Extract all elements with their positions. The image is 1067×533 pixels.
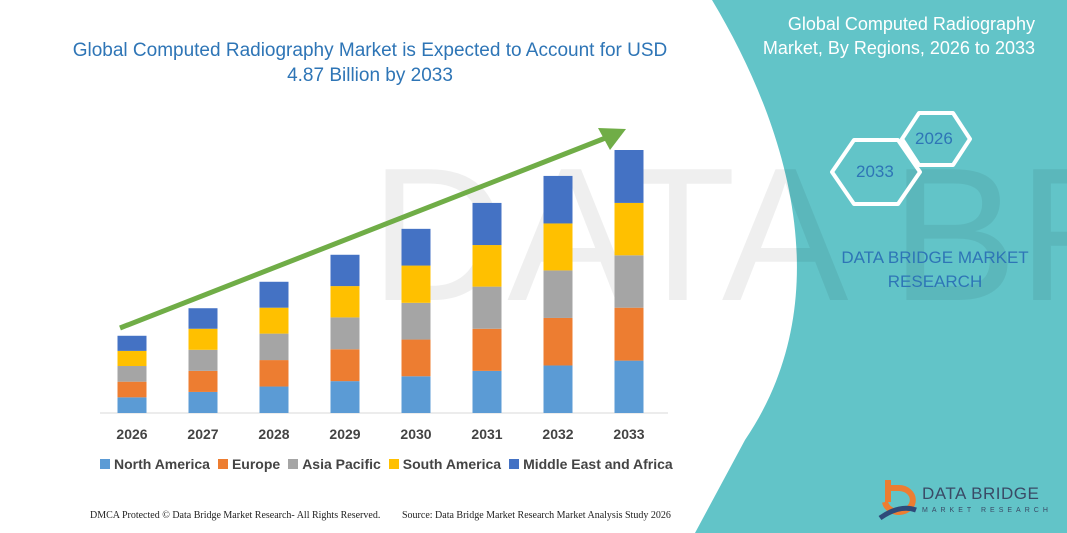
bar-segment-2028-north-america [259,386,289,413]
legend-item: Asia Pacific [288,456,381,472]
bar-segment-2026-north-america [117,397,147,413]
bar-segment-2029-north-america [330,381,360,413]
legend-label: Europe [231,456,281,472]
bar-segment-2030-asia-pacific [401,302,431,340]
x-tick-label: 2027 [187,426,218,442]
bar-segment-2026-middle-east-and-africa [117,335,147,351]
x-tick-label: 2032 [542,426,573,442]
bar-segment-2033-south-america [614,202,644,256]
legend-swatch [100,459,110,469]
legend-label: South America [402,456,502,472]
bar-segment-2032-europe [543,317,573,366]
trend-arrow-line [119,134,609,331]
bar-segment-2027-middle-east-and-africa [188,308,218,329]
bar-segment-2026-asia-pacific [117,366,147,382]
bar-segment-2028-europe [259,360,289,387]
legend-label: Asia Pacific [302,456,381,472]
bar-segment-2029-europe [330,349,360,382]
source-text: Source: Data Bridge Market Research Mark… [402,510,671,521]
bar-segment-2033-middle-east-and-africa [614,150,644,203]
bar-segment-2032-south-america [543,223,573,271]
bar-segment-2030-middle-east-and-africa [401,228,431,266]
copyright-text: DMCA Protected © Data Bridge Market Rese… [90,510,381,521]
bar-segment-2031-north-america [472,370,502,413]
x-tick-label: 2031 [471,426,502,442]
bar-segment-2026-europe [117,381,147,398]
legend: North America Europe Asia Pacific South Ame… [100,456,673,472]
stacked-bar-chart: 2026 2027 2028 2029 2030 2031 2032 2033 [100,128,668,442]
brand-line: DATA BRIDGE MARKET RESEARCH [841,248,1029,291]
bar-segment-2033-europe [614,307,644,361]
bar-segment-2028-asia-pacific [259,333,289,361]
legend-label: North America [114,456,210,472]
bar-segment-2033-asia-pacific [614,255,644,308]
hexagon-2033 [830,138,922,206]
bar-segment-2031-asia-pacific [472,286,502,329]
bar-segment-2031-middle-east-and-africa [472,202,502,246]
legend-swatch [217,459,228,469]
legend-item: Europe [217,456,281,472]
bar-segment-2027-north-america [188,391,218,413]
legend-swatch [288,459,299,469]
bar-segment-2033-north-america [614,360,644,413]
bar-segment-2032-asia-pacific [543,270,573,318]
chart-title: Global Computed Radiography Market is Ex… [72,40,668,86]
bar-segment-2031-europe [472,328,502,371]
logo-sub: MARKET RESEARCH [922,507,1052,514]
bar-segment-2030-north-america [401,376,431,413]
legend-label: Middle East and Africa [523,456,673,472]
bar-segment-2030-south-america [401,265,431,303]
legend-item: South America [388,456,502,472]
side-panel-title: Global Computed Radiography Market, By R… [762,14,1035,58]
x-tick-label: 2033 [613,426,644,442]
bar-segment-2028-middle-east-and-africa [259,281,289,308]
legend-swatch [509,459,520,469]
bar-segment-2031-south-america [472,245,502,287]
bar-segment-2029-asia-pacific [330,317,360,350]
hex-label-start: 2026 [915,129,953,148]
x-tick-label: 2029 [329,426,360,442]
bar-segment-2027-asia-pacific [188,349,218,371]
x-tick-label: 2030 [400,426,431,442]
bar-segment-2032-north-america [543,365,573,413]
bar-segment-2027-south-america [188,328,218,350]
bar-segment-2026-south-america [117,350,147,367]
legend-item: Middle East and Africa [509,456,673,472]
legend-item: North America [100,456,210,472]
logo-name: DATA BRIDGE [922,484,1040,503]
bar-segment-2027-europe [188,370,218,392]
logo-icon [878,480,917,521]
x-tick-label: 2028 [258,426,289,442]
bar-segment-2029-south-america [330,286,360,318]
bar-segment-2030-europe [401,339,431,377]
x-tick-label: 2026 [116,426,147,442]
side-panel-shape [695,0,1067,533]
bar-segment-2029-middle-east-and-africa [330,254,360,287]
hex-label-end: 2033 [856,162,894,181]
legend-swatch [388,459,399,469]
trend-arrow-head [598,128,626,150]
bar-segment-2028-south-america [259,307,289,334]
hexagon-2026 [900,111,972,167]
bar-segment-2032-middle-east-and-africa [543,175,573,224]
